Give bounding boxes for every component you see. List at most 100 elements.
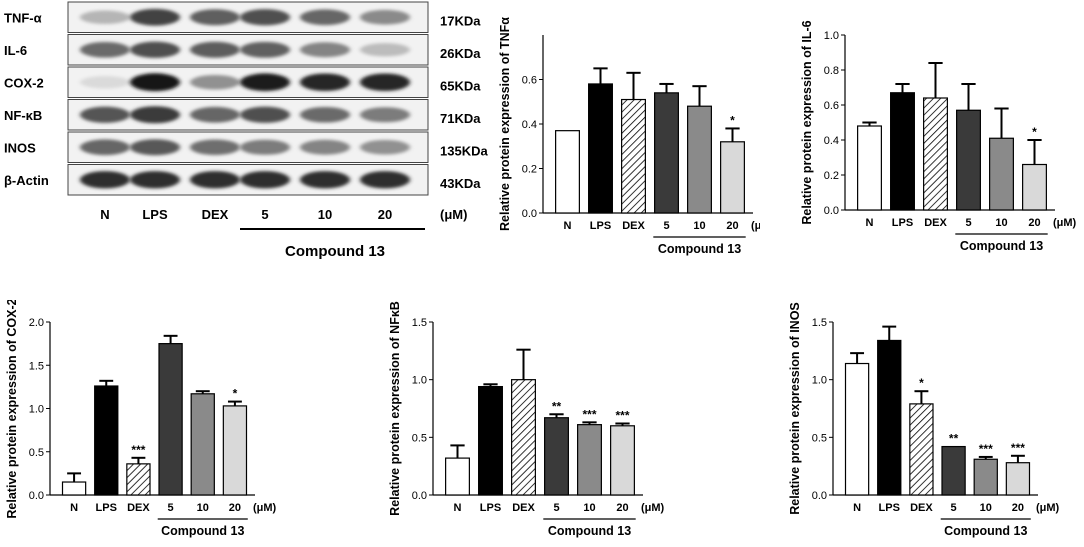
x-tick-label: 20 (229, 502, 241, 514)
nfkb-bar-chart: 0.0 0.5 1.0 1.5 Relative protein expression … (388, 301, 665, 538)
y-axis-label: Relative protein expression of COX-2 (5, 300, 19, 519)
protein-band (300, 106, 350, 123)
x-tick-label: 10 (693, 220, 705, 232)
band-size-label: 26KDa (440, 46, 481, 61)
bar-LPS (588, 83, 613, 214)
x-tick-label: LPS (892, 217, 913, 229)
protein-band (130, 8, 180, 26)
y-tick-label: 0.0 (522, 208, 537, 220)
protein-band (130, 41, 180, 58)
bar-LPS (94, 385, 119, 496)
band-size-label: 43KDa (440, 176, 481, 191)
x-tick-label: 20 (616, 502, 628, 514)
compound-label: Compound 13 (658, 242, 741, 256)
lane-label: DEX (202, 207, 229, 222)
unit-label: (μM) (1036, 502, 1060, 514)
bar-DEX (511, 379, 536, 496)
significance-marker: *** (615, 408, 629, 422)
x-tick-label: LPS (590, 220, 611, 232)
significance-marker: ** (949, 432, 959, 446)
bar-10 (687, 105, 712, 214)
lane-label: 10 (318, 207, 332, 222)
compound-label: Compound 13 (944, 524, 1027, 538)
tnf-alpha-bar-chart: 0.0 0.2 0.4 0.6 Relative protein expression … (498, 17, 760, 256)
protein-band (240, 139, 290, 155)
bar-5 (654, 92, 679, 214)
significance-marker: *** (1011, 441, 1025, 455)
x-tick-label: LPS (879, 502, 900, 514)
y-axis-label: Relative protein expression of NFκB (388, 301, 402, 516)
x-tick-label: 10 (980, 502, 992, 514)
x-tick-label: DEX (924, 217, 947, 229)
compound-label: Compound 13 (548, 524, 631, 538)
protein-band (80, 76, 130, 89)
x-tick-label: 20 (726, 220, 738, 232)
y-tick-label: 0.0 (29, 490, 44, 502)
band-size-label: 65KDa (440, 78, 481, 93)
x-tick-label: 5 (663, 220, 669, 232)
protein-band (300, 42, 350, 58)
y-tick-label: 1.5 (29, 360, 44, 372)
lane-label: 20 (378, 207, 392, 222)
y-tick-label: 1.0 (29, 404, 44, 416)
y-tick-label: 0.5 (412, 432, 427, 444)
significance-marker: * (730, 113, 735, 127)
protein-band (300, 171, 350, 189)
protein-band (80, 10, 130, 24)
y-tick-label: 1.0 (412, 375, 427, 387)
unit-label: (μM) (751, 220, 760, 232)
x-tick-label: N (853, 502, 861, 514)
protein-band (130, 171, 180, 189)
protein-band (80, 106, 130, 123)
y-tick-label: 0.6 (824, 100, 839, 112)
x-tick-label: 5 (168, 502, 174, 514)
protein-band (240, 9, 290, 26)
y-axis-label: Relative protein expression of INOS (788, 302, 802, 515)
bar-5 (956, 109, 981, 211)
bar-DEX (909, 403, 934, 496)
protein-band (240, 73, 290, 92)
lane-label: N (100, 207, 109, 222)
protein-band (360, 139, 410, 155)
x-tick-label: DEX (512, 502, 535, 514)
x-tick-label: 10 (995, 217, 1007, 229)
bar-10 (973, 458, 998, 496)
unit-label: (μM) (1053, 217, 1077, 229)
protein-band (130, 73, 180, 92)
bar-20 (720, 141, 745, 214)
protein-band (360, 107, 410, 123)
protein-band (80, 139, 130, 156)
bar-N (857, 125, 882, 211)
unit-label: (μM) (253, 502, 277, 514)
x-tick-label: 10 (197, 502, 209, 514)
bar-10 (190, 393, 215, 496)
x-tick-label: 5 (965, 217, 971, 229)
x-tick-label: N (564, 220, 572, 232)
y-tick-label: 0.2 (824, 170, 839, 182)
x-tick-label: LPS (96, 502, 117, 514)
y-tick-label: 1.5 (412, 317, 427, 329)
protein-band (240, 41, 290, 58)
significance-marker: *** (979, 442, 993, 456)
band-size-label: 71KDa (440, 111, 481, 126)
protein-band (130, 139, 180, 156)
y-tick-label: 1.5 (812, 317, 827, 329)
bar-20 (610, 425, 635, 496)
band-label: β-Actin (4, 173, 49, 188)
x-tick-label: LPS (480, 502, 501, 514)
protein-band (300, 139, 350, 155)
significance-marker: ** (552, 399, 562, 413)
bar-N (445, 457, 470, 496)
significance-marker: *** (131, 443, 145, 457)
compound-label: Compound 13 (161, 524, 244, 538)
lane-label: LPS (142, 207, 168, 222)
bar-N (61, 481, 87, 496)
y-tick-label: 0.4 (824, 135, 839, 147)
y-axis-label: Relative protein expression of IL-6 (800, 20, 814, 224)
significance-marker: * (233, 387, 238, 401)
compound-label: Compound 13 (960, 239, 1043, 253)
bar-DEX (621, 98, 646, 214)
bar-LPS (890, 92, 915, 211)
protein-band (360, 9, 410, 25)
band-label: TNF-α (4, 10, 42, 25)
